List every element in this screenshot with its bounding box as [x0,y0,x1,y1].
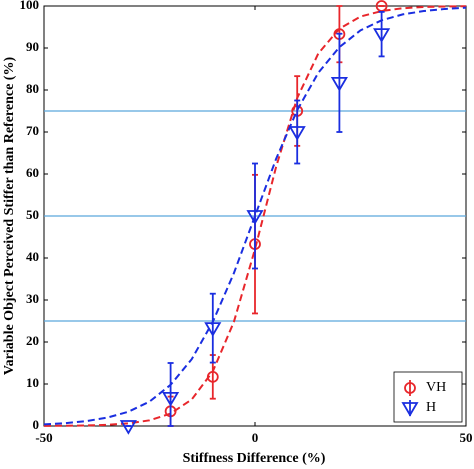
legend-marker [404,382,416,394]
y-tick-label: 30 [26,291,39,306]
x-tick-label: 50 [460,430,473,445]
y-axis-label: Variable Object Perceived Stiffer than R… [2,57,17,376]
marker [373,28,391,43]
marker [119,420,137,435]
error-bar [209,292,216,364]
marker [246,210,264,225]
x-tick-label: 0 [252,430,259,445]
y-tick-label: 50 [26,207,39,222]
marker [288,126,306,141]
legend: VH H [393,371,463,423]
y-tick-label: 60 [26,165,39,180]
fit-curve [43,6,467,426]
marker [204,322,222,337]
y-tick-label: 10 [26,375,39,390]
legend-label: H [426,400,436,415]
y-tick-label: 0 [33,417,40,432]
x-axis-label: Stiffness Difference (%) [183,451,326,466]
error-bar [378,10,385,58]
error-bar [167,362,174,427]
error-bar [294,99,301,165]
marker [206,370,219,383]
y-tick-label: 40 [26,249,39,264]
legend-marker [401,402,419,417]
y-tick-label: 70 [26,123,39,138]
marker [330,76,348,92]
x-tick-label: -50 [35,430,52,445]
legend-label: VH [426,380,446,395]
error-bar [252,162,258,270]
error-bar [336,32,343,133]
legend-box [393,371,463,423]
y-tick-label: 20 [26,333,39,348]
y-tick-label: 90 [26,39,39,54]
marker [162,391,180,407]
y-tick-label: 80 [26,81,39,96]
y-tick-label: 100 [20,0,40,12]
fit-curve [43,5,467,427]
